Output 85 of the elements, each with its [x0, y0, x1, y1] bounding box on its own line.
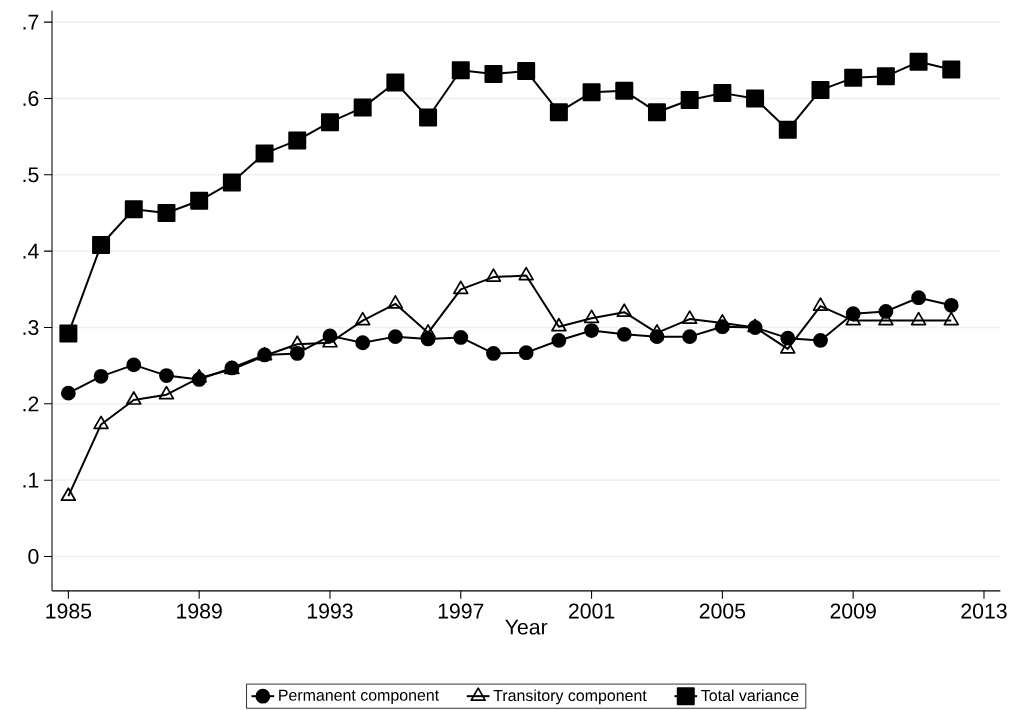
point [909, 53, 928, 72]
point [125, 391, 142, 406]
point [811, 81, 830, 100]
point [387, 329, 403, 345]
point [159, 368, 174, 384]
point [60, 487, 77, 502]
point [255, 144, 274, 163]
y-tick-label: .3 [23, 320, 39, 336]
point [910, 311, 927, 326]
point [320, 113, 339, 132]
point [812, 297, 829, 312]
y-tick-label: .6 [23, 91, 39, 107]
point [453, 330, 469, 346]
point [93, 415, 109, 430]
point [615, 82, 634, 101]
point [124, 200, 143, 219]
point [942, 60, 961, 79]
point [649, 324, 665, 338]
point [583, 309, 600, 324]
point [485, 268, 502, 283]
legend-label: Permanent component [279, 689, 440, 705]
x-tick-label: 2001 [568, 603, 615, 619]
point [943, 311, 960, 326]
point [158, 386, 175, 400]
point [517, 62, 536, 81]
point [93, 369, 109, 384]
point [911, 290, 926, 306]
y-tick-label: .7 [23, 15, 39, 30]
point [59, 324, 78, 343]
point [451, 61, 470, 80]
y-tick-label: .1 [23, 473, 39, 488]
point [876, 67, 895, 86]
point [746, 89, 765, 108]
x-tick-label: 1985 [46, 603, 92, 619]
y-tick-label: .4 [23, 244, 39, 259]
y-tick-label: .5 [23, 167, 39, 183]
point [92, 236, 111, 255]
point [844, 69, 863, 88]
x-tick-label: 1993 [307, 603, 353, 619]
point [551, 333, 567, 349]
point [778, 120, 797, 139]
point [582, 83, 601, 102]
point [943, 298, 959, 313]
point [549, 103, 568, 122]
point [353, 98, 372, 117]
point [584, 323, 599, 339]
point [60, 385, 76, 401]
point [355, 335, 371, 351]
point [354, 311, 371, 326]
point [191, 369, 207, 383]
point [616, 303, 633, 318]
point [813, 333, 828, 349]
y-tick-label: .2 [23, 396, 39, 412]
point [157, 204, 176, 223]
x-tick-label: 2013 [961, 603, 1007, 619]
point [452, 280, 469, 295]
point [713, 84, 732, 103]
x-tick-label: 1989 [177, 603, 222, 619]
point [190, 191, 209, 210]
point [714, 314, 731, 328]
point [551, 318, 567, 332]
x-axis-title: Year [505, 619, 548, 635]
legend-label: Transitory component [493, 689, 647, 705]
point [288, 131, 307, 150]
point [386, 73, 405, 92]
point [484, 65, 503, 84]
point [647, 103, 666, 122]
x-tick-label: 1997 [438, 603, 484, 619]
point [518, 345, 534, 361]
point [387, 295, 404, 309]
y-tick-label: 0 [28, 549, 39, 565]
point [616, 327, 632, 342]
point [518, 266, 534, 281]
point [419, 108, 438, 127]
point [682, 329, 698, 345]
point [222, 173, 241, 192]
x-tick-label: 2005 [699, 603, 746, 619]
point [680, 91, 699, 110]
legend-label: Total variance [701, 689, 799, 702]
point [486, 346, 501, 362]
point [681, 310, 698, 325]
point [289, 335, 306, 350]
point [126, 357, 142, 373]
x-tick-label: 2009 [830, 603, 876, 619]
point [420, 324, 436, 338]
